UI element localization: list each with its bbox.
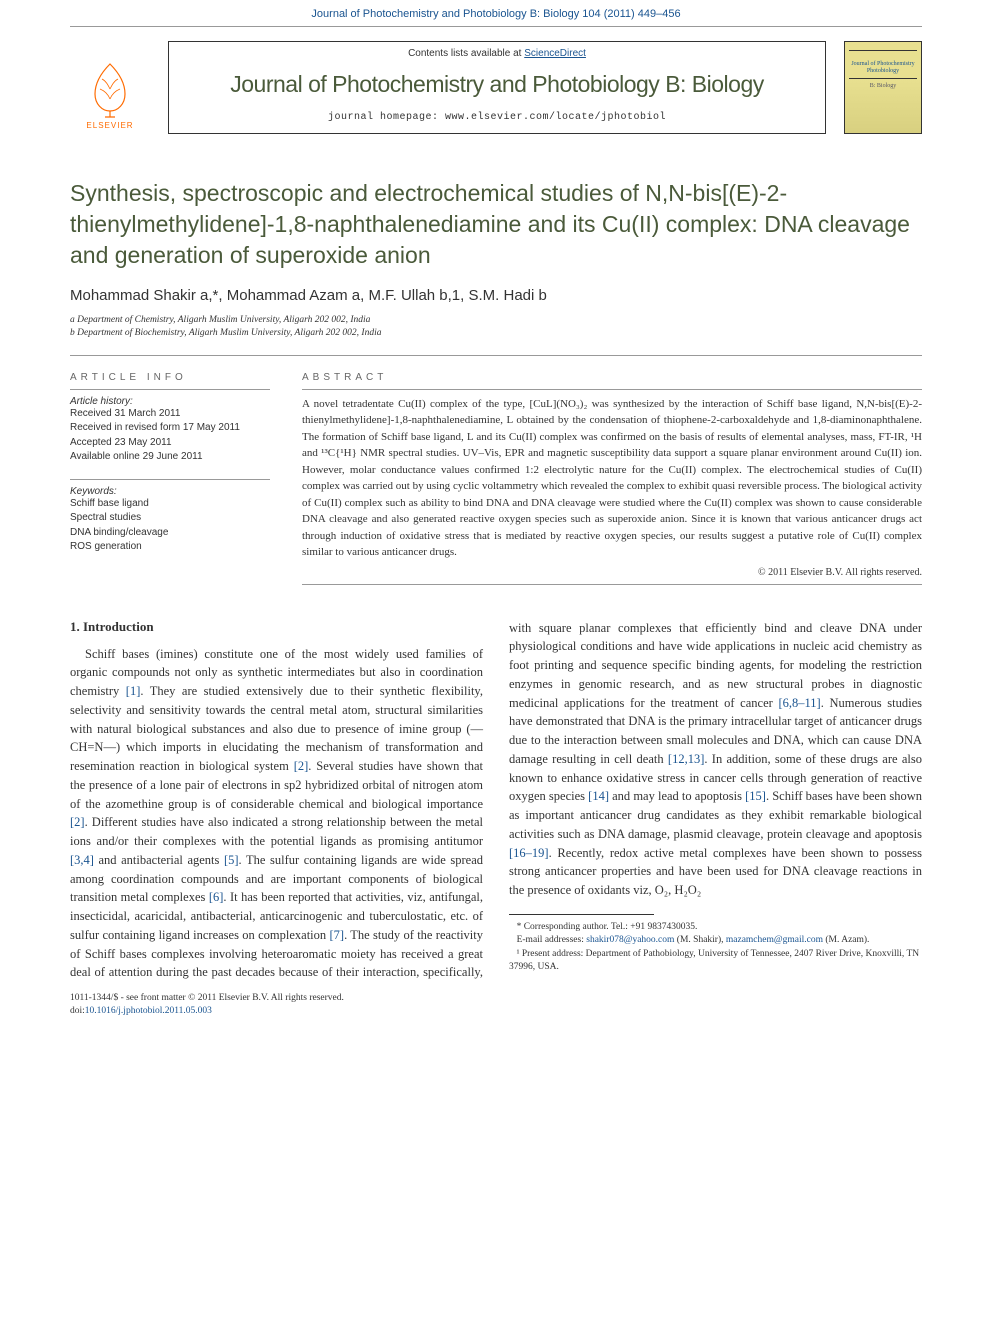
title-divider	[70, 355, 922, 356]
citation-link[interactable]: [2]	[294, 759, 309, 773]
abstract-column: ABSTRACT A novel tetradentate Cu(II) com…	[302, 372, 922, 591]
corresponding-author-footnote: * Corresponding author. Tel.: +91 983743…	[509, 921, 922, 934]
history-line: Available online 29 June 2011	[70, 450, 270, 465]
citation-link[interactable]: [16–19]	[509, 846, 549, 860]
keyword: Spectral studies	[70, 511, 270, 526]
article-info-column: ARTICLE INFO Article history: Received 3…	[70, 372, 270, 591]
homepage-url: www.elsevier.com/locate/jphotobiol	[445, 112, 666, 123]
affiliation-b: b Department of Biochemistry, Aligarh Mu…	[70, 327, 922, 340]
cover-title: Journal of Photochemistry Photobiology	[849, 61, 917, 74]
body-text: and antibacterial agents	[94, 853, 224, 867]
email-person: (M. Shakir),	[674, 935, 725, 945]
citation-link[interactable]: [6,8–11]	[778, 696, 820, 710]
contents-available-line: Contents lists available at ScienceDirec…	[408, 48, 586, 59]
page-footer: 1011-1344/$ - see front matter © 2011 El…	[70, 992, 922, 1018]
journal-citation-header: Journal of Photochemistry and Photobiolo…	[0, 0, 992, 26]
email-link[interactable]: mazamchem@gmail.com	[726, 935, 823, 945]
history-line: Received 31 March 2011	[70, 407, 270, 422]
section-heading-introduction: 1. Introduction	[70, 619, 483, 635]
citation-link[interactable]: [12,13]	[668, 752, 704, 766]
citation-link[interactable]: [14]	[588, 789, 609, 803]
citation-link[interactable]: [3,4]	[70, 853, 94, 867]
citation-link[interactable]: [15]	[745, 789, 766, 803]
citation-link[interactable]: [2]	[70, 815, 85, 829]
history-line: Accepted 23 May 2011	[70, 436, 270, 451]
body-text: . Different studies have also indicated …	[70, 815, 483, 848]
elsevier-tree-icon	[80, 59, 140, 119]
email-person: (M. Azam).	[823, 935, 869, 945]
contents-prefix: Contents lists available at	[408, 48, 524, 59]
publisher-name: ELSEVIER	[86, 121, 133, 130]
citation-link[interactable]: [6]	[209, 890, 224, 904]
sciencedirect-link[interactable]: ScienceDirect	[524, 48, 586, 59]
abstract-heading: ABSTRACT	[302, 372, 922, 383]
keyword: Schiff base ligand	[70, 497, 270, 512]
abstract-text: A novel tetradentate Cu(II) complex of t…	[302, 396, 922, 561]
journal-header: ELSEVIER Contents lists available at Sci…	[70, 41, 922, 134]
cover-subtitle: B: Biology	[870, 83, 897, 89]
history-label: Article history:	[70, 396, 270, 407]
keywords-block: Keywords: Schiff base ligand Spectral st…	[70, 486, 270, 555]
journal-name: Journal of Photochemistry and Photobiolo…	[230, 71, 764, 98]
citation-link[interactable]: [1]	[126, 684, 141, 698]
email-footnote: E-mail addresses: shakir078@yahoo.com (M…	[509, 934, 922, 947]
keyword: ROS generation	[70, 540, 270, 555]
email-link[interactable]: shakir078@yahoo.com	[586, 935, 674, 945]
doi-link[interactable]: 10.1016/j.jphotobiol.2011.05.003	[85, 1006, 212, 1016]
publisher-logo: ELSEVIER	[70, 41, 150, 134]
affiliation-a: a Department of Chemistry, Aligarh Musli…	[70, 314, 922, 327]
journal-homepage-line: journal homepage: www.elsevier.com/locat…	[328, 112, 666, 123]
article-info-heading: ARTICLE INFO	[70, 372, 270, 383]
keywords-label: Keywords:	[70, 486, 270, 497]
article-title: Synthesis, spectroscopic and electrochem…	[70, 178, 922, 271]
journal-cover-thumbnail: Journal of Photochemistry Photobiology B…	[844, 41, 922, 134]
homepage-prefix: journal homepage:	[328, 112, 445, 123]
article-history-block: Article history: Received 31 March 2011 …	[70, 396, 270, 465]
present-address-footnote: ¹ Present address: Department of Pathobi…	[509, 948, 922, 975]
author-list: Mohammad Shakir a,*, Mohammad Azam a, M.…	[70, 287, 922, 304]
footnote-divider	[509, 914, 654, 915]
body-text: and may lead to apoptosis	[609, 789, 745, 803]
history-line: Received in revised form 17 May 2011	[70, 421, 270, 436]
email-label: E-mail addresses:	[517, 935, 587, 945]
header-center: Contents lists available at ScienceDirec…	[168, 41, 826, 134]
affiliations: a Department of Chemistry, Aligarh Musli…	[70, 314, 922, 341]
citation-link[interactable]: [7]	[329, 928, 344, 942]
issn-copyright-line: 1011-1344/$ - see front matter © 2011 El…	[70, 992, 922, 1005]
doi-label: doi:	[70, 1006, 85, 1016]
citation-link[interactable]: [5]	[224, 853, 239, 867]
body-text: . Recently, redox active metal complexes…	[509, 846, 922, 898]
abstract-copyright: © 2011 Elsevier B.V. All rights reserved…	[302, 567, 922, 578]
top-divider	[70, 26, 922, 27]
body-two-column: 1. Introduction Schiff bases (imines) co…	[70, 619, 922, 983]
keyword: DNA binding/cleavage	[70, 526, 270, 541]
